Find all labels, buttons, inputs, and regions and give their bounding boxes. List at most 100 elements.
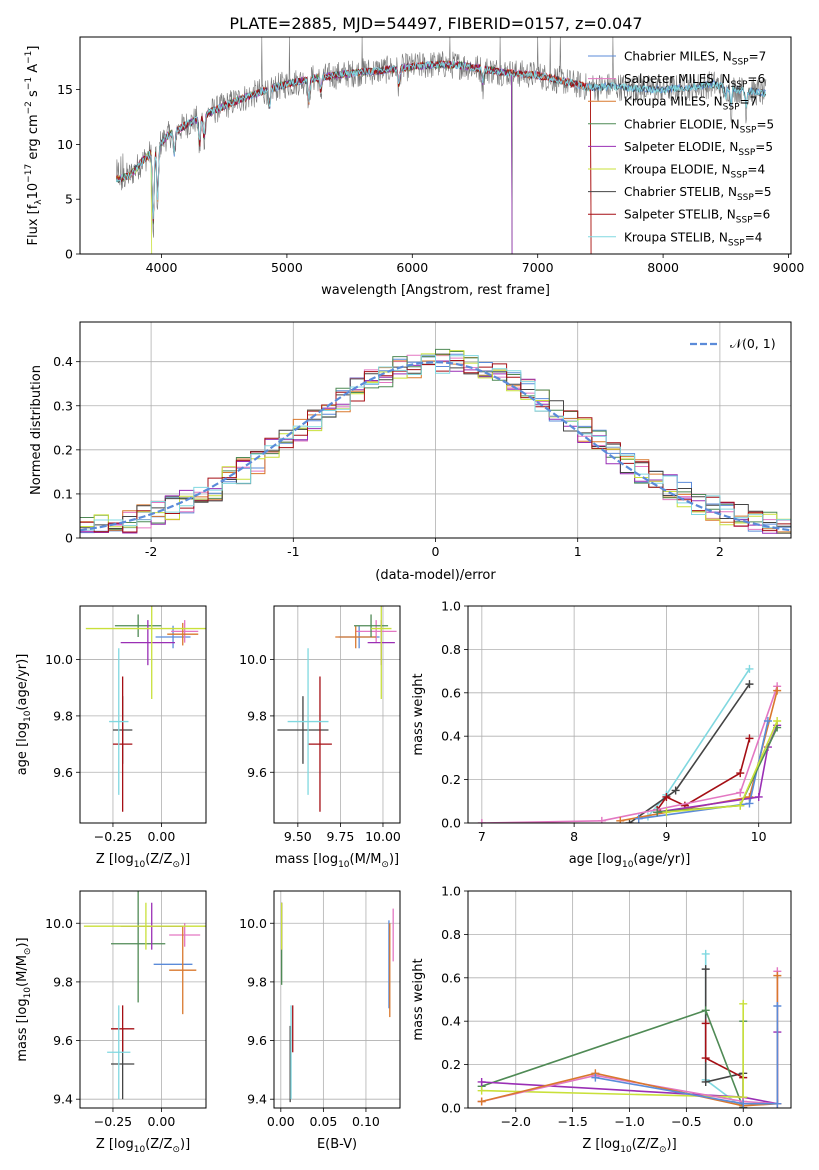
legend-entry: Chabrier STELIB, NSSP=5: [624, 185, 772, 203]
legend-entry: Kroupa MILES, NSSP=7: [624, 95, 757, 113]
x-tick-label: 0.00: [147, 829, 175, 844]
x-axis-label: wavelength [Angstrom, rest frame]: [321, 283, 550, 298]
y-tick-label: 0.6: [441, 685, 461, 700]
y-tick-label: 0.0: [441, 1101, 461, 1116]
spectrum-chart-plot-area: [116, 37, 767, 254]
mass-weight-line: [704, 969, 744, 1108]
y-axis-label: mass [log10(M/M⊙)]: [15, 937, 33, 1061]
axes-frame: [467, 890, 792, 1109]
axes-frame: [273, 605, 401, 824]
mass-vs-ebv-plot-area: [281, 902, 394, 1103]
x-tick-label: 9000: [773, 260, 805, 275]
mass-weight-marker: [477, 819, 486, 823]
mass-weight-marker: [477, 1077, 486, 1086]
y-axis-label: mass weight: [411, 958, 426, 1040]
mass-weight-marker: [773, 1002, 782, 1011]
y-tick-label: 9.4: [53, 1092, 73, 1107]
x-tick-label: 1: [574, 544, 582, 559]
y-tick-label: 0.8: [441, 642, 461, 657]
legend-entry: Chabrier MILES, NSSP=7: [624, 50, 766, 68]
mass-weight-marker: [662, 792, 671, 801]
spectrum-model-line: [116, 60, 592, 254]
y-tick-label: 10.0: [239, 916, 267, 931]
mass-weight-marker: [597, 816, 606, 823]
x-tick-label: -2: [145, 544, 157, 559]
y-tick-label: 9.4: [247, 1092, 267, 1107]
y-tick-label: 10: [57, 137, 73, 152]
mass-weight-marker: [671, 786, 680, 795]
legend-entry: Salpeter ELODIE, NSSP=5: [624, 140, 773, 158]
age-vs-metallicity-plot-area: [85, 606, 206, 812]
axes-frame: [79, 36, 792, 255]
mass-weight-marker: [773, 1099, 782, 1108]
mass-vs-ebv: 0.00 0.05 0.10 9.4 9.6 9.8 10.0 E(B-V): [239, 890, 401, 1152]
age-vs-mass: 9.50 9.75 10.00 9.6 9.8 10.0 mass [log10(M/M⊙)…: [239, 605, 401, 870]
mass-weight-marker: [701, 965, 710, 974]
y-tick-label: 9.6: [247, 765, 267, 780]
y-tick-label: 9.8: [53, 708, 73, 723]
x-tick-label: 2: [716, 544, 724, 559]
x-tick-label: 0.05: [309, 1114, 337, 1129]
x-tick-label: −1.5: [557, 1114, 587, 1129]
y-tick-label: 9.8: [247, 974, 267, 989]
mass-weight-marker: [701, 1019, 710, 1028]
x-axis-label: E(B-V): [317, 1137, 357, 1152]
mass-vs-metallicity: −0.25 0.00 9.4 9.6 9.8 10.0 Z [log10(Z/Z⊙)] mas…: [15, 890, 207, 1155]
y-tick-label: 9.6: [247, 1033, 267, 1048]
y-tick-label: 10.0: [45, 916, 73, 931]
mass-weight-vs-age: 7 8 9 10 0.0 0.2 0.4 0.6 0.8 1.0 age [log10(age/yr…: [411, 599, 792, 870]
y-tick-label: 9.6: [53, 1033, 73, 1048]
mass-weight-marker: [745, 799, 754, 808]
spectrum-model-line: [116, 60, 513, 254]
axes-frame: [467, 605, 792, 824]
mass-weight-marker: [736, 788, 745, 797]
legend-entry: Kroupa ELODIE, NSSP=4: [624, 163, 765, 181]
spectrum-model-line: [116, 60, 767, 220]
x-axis-label: Z [log10(Z/Z⊙)]: [582, 1137, 676, 1155]
x-tick-label: 0.00: [147, 1114, 175, 1129]
y-tick-label: 0.4: [441, 1014, 461, 1029]
legend-entry: Chabrier ELODIE, NSSP=5: [624, 117, 774, 135]
x-tick-label: 5000: [271, 260, 303, 275]
x-tick-label: 0.10: [352, 1114, 380, 1129]
x-axis-label: (data-model)/error: [375, 568, 496, 583]
mass-weight-marker: [701, 949, 710, 958]
mass-weight-marker: [745, 680, 754, 689]
x-tick-label: 4000: [146, 260, 178, 275]
age-vs-mass-plot-area: [277, 606, 397, 812]
x-tick-label: −0.25: [94, 829, 132, 844]
y-axis-label: age [log10(age/yr)]: [15, 654, 33, 776]
mass-weight-line: [481, 686, 778, 823]
mass-weight-marker: [773, 686, 782, 695]
mass-weight-marker: [591, 1073, 600, 1082]
mass-weight-marker: [745, 734, 754, 743]
mass-weight-vs-metallicity: −2.0 −1.5 −1.0 −0.5 0.0 0.0 0.2 0.4 0.6 0.8 1.0 Z […: [411, 884, 792, 1155]
x-tick-label: 0.00: [267, 1114, 295, 1129]
mass-weight-line: [704, 953, 744, 1108]
y-axis-label: Normed distribution: [29, 365, 44, 495]
residual-histogram-plot-area: [80, 348, 791, 534]
mass-weight-marker: [763, 717, 772, 726]
legend-entry: 𝒩(0, 1): [730, 336, 776, 351]
mass-weight-marker: [736, 801, 745, 810]
mass-weight-marker: [701, 1077, 710, 1086]
mass-weight-marker: [662, 808, 671, 817]
mass-weight-marker: [701, 1054, 710, 1063]
mass-weight-line: [481, 1003, 744, 1099]
residual-histogram: -2 -1 0 1 2 0 0.1 0.2 0.3 0.4 (data-model)/error No…: [29, 321, 792, 583]
x-tick-label: 10.00: [365, 829, 401, 844]
mass-weight-marker: [625, 819, 634, 823]
mass-weight-vs-age-plot-area: [477, 664, 782, 823]
x-tick-label: −0.5: [671, 1114, 701, 1129]
mass-weight-marker: [745, 664, 754, 673]
axes-frame: [79, 321, 792, 539]
y-axis-label: Flux [fλ10−17 erg cm−2 s−1 A−1]: [24, 46, 44, 246]
x-tick-label: 8000: [647, 260, 679, 275]
mass-weight-marker: [773, 971, 782, 980]
spectrum-model-line: [116, 60, 592, 254]
mass-weight-marker: [736, 769, 745, 778]
x-tick-label: 6000: [396, 260, 428, 275]
mass-weight-line: [595, 1006, 779, 1105]
y-tick-label: 0: [65, 531, 73, 546]
y-tick-label: 10.0: [45, 652, 73, 667]
